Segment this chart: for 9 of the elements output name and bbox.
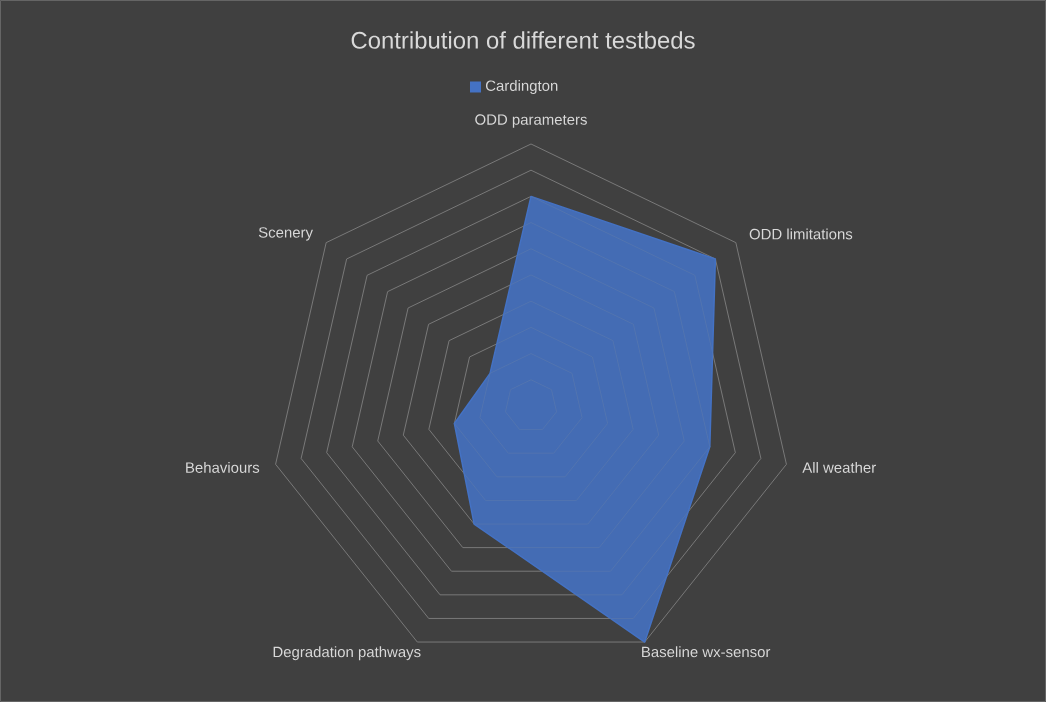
spoke-label: All weather xyxy=(802,461,876,473)
spoke-label: Behaviours xyxy=(186,461,260,473)
spoke-label: Baseline wx-sensor xyxy=(642,646,771,658)
spoke-label: ODD parameters xyxy=(475,114,587,128)
spoke-label: Scenery xyxy=(258,227,313,241)
chart-title: Contribution of different testbeds xyxy=(351,31,695,49)
legend-label: Cardington xyxy=(485,80,558,94)
spoke-label: Degradation pathways xyxy=(273,646,421,661)
spoke-label: ODD limitations xyxy=(749,228,853,240)
